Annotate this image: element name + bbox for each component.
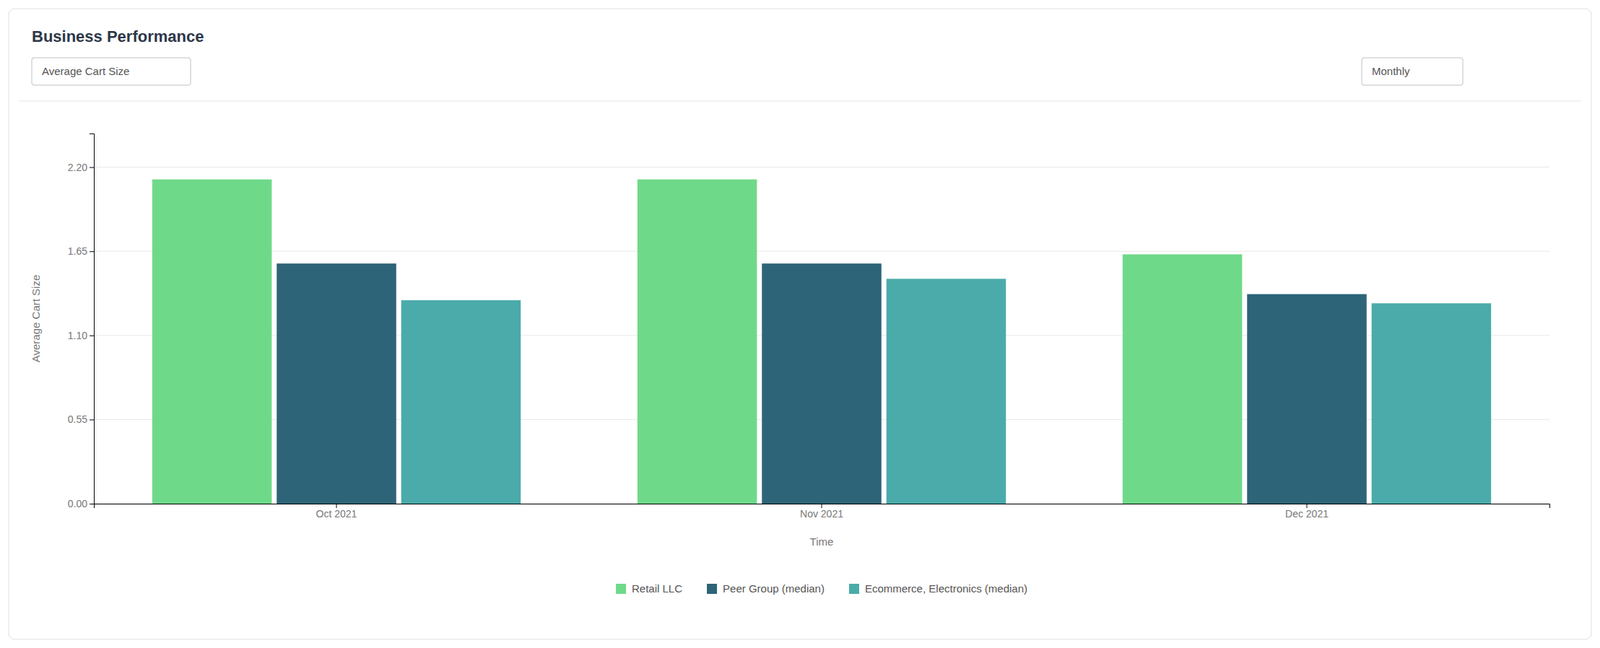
grid-line — [93, 166, 1550, 168]
legend-item: Retail LLC — [615, 582, 683, 595]
grid-line — [93, 251, 1550, 252]
x-tick: Nov 2021 — [800, 503, 844, 520]
bar — [886, 278, 1007, 504]
chart: Business Performance Average Cart Size Mon… — [0, 0, 1600, 648]
bar — [1371, 303, 1492, 504]
legend-item: Ecommerce, Electronics (median) — [849, 582, 1028, 595]
title: Business Performance — [31, 27, 204, 46]
dropdown-label: Average Cart Size — [41, 64, 130, 78]
y-tick-label: 2.20 — [67, 161, 88, 174]
y-axis-title: Average Cart Size — [29, 275, 42, 363]
legend-label: Retail LLC — [631, 582, 683, 595]
bars — [152, 179, 1491, 504]
y-tick-label: 1.10 — [67, 329, 88, 342]
legend: Retail LLC Peer Group (median) Ecommerce, … — [615, 582, 1028, 595]
y-tick: 1.10 — [67, 329, 94, 342]
y-axis-line — [89, 134, 95, 505]
bar — [152, 179, 273, 504]
y-tick-mark — [89, 419, 94, 421]
bar — [276, 263, 397, 504]
y-tick: 2.20 — [67, 161, 94, 174]
x-tick-label: Nov 2021 — [800, 508, 844, 520]
bar — [1122, 254, 1243, 504]
plot: 0.00 0.55 1.10 1.65 2.20 Oct 2021 Nov 2021 Dec … — [29, 134, 1551, 549]
y-tick-mark — [89, 251, 94, 252]
legend-label: Ecommerce, Electronics (median) — [864, 582, 1028, 595]
x-tick-label: Dec 2021 — [1285, 508, 1329, 520]
legend-swatch — [615, 584, 626, 595]
dropdown: Average Cart Size — [31, 57, 191, 86]
card — [8, 8, 1592, 640]
y-tick-mark — [89, 335, 94, 337]
y-axis: 0.00 0.55 1.10 1.65 2.20 — [67, 134, 95, 510]
x-tick: Dec 2021 — [1285, 503, 1329, 520]
dropdown: Monthly — [1361, 57, 1463, 86]
x-axis-title: Time — [810, 535, 834, 549]
x-tick-label: Oct 2021 — [316, 508, 358, 520]
y-tick: 0.55 — [67, 413, 94, 426]
y-tick-label: 0.00 — [67, 498, 88, 510]
legend-item: Peer Group (median) — [706, 582, 825, 595]
dropdown-box — [31, 57, 191, 86]
bar-series — [401, 278, 1492, 504]
bar — [1246, 294, 1367, 504]
grid — [93, 167, 1550, 504]
y-tick-mark — [89, 167, 94, 169]
bar-series — [152, 179, 1243, 504]
y-tick-mark — [89, 503, 94, 505]
bar — [761, 263, 882, 504]
y-tick: 0.00 — [67, 498, 94, 510]
bar — [401, 300, 522, 504]
y-tick-label: 1.65 — [67, 245, 88, 258]
bar-series — [276, 263, 1367, 504]
bar — [637, 179, 758, 504]
x-axis: Oct 2021 Nov 2021 Dec 2021 — [94, 503, 1551, 520]
legend-label: Peer Group (median) — [722, 582, 825, 595]
separator — [18, 101, 1582, 102]
dropdown-label: Monthly — [1371, 64, 1411, 78]
legend-swatch — [849, 584, 860, 595]
dropdown-box — [1361, 57, 1463, 86]
y-tick-label: 0.55 — [67, 413, 88, 426]
legend-swatch — [706, 584, 717, 595]
x-tick: Oct 2021 — [316, 503, 358, 520]
y-tick: 1.65 — [67, 245, 94, 258]
